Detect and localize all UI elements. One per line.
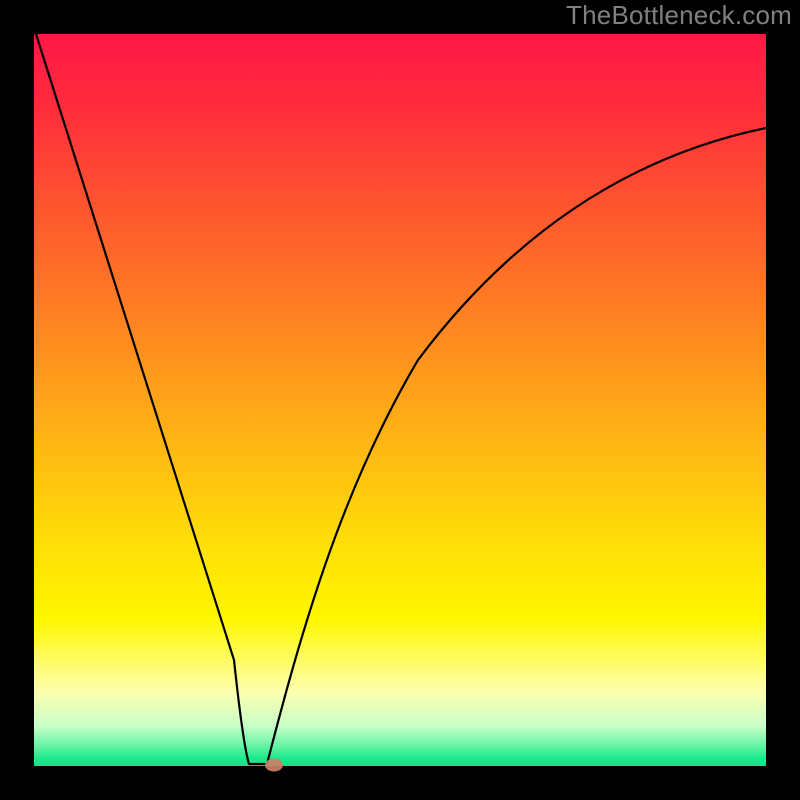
stage: TheBottleneck.com: [0, 0, 800, 800]
chart-svg: [0, 0, 800, 800]
optimum-marker: [265, 759, 283, 772]
watermark-text: TheBottleneck.com: [566, 0, 792, 31]
plot-background: [34, 34, 766, 766]
